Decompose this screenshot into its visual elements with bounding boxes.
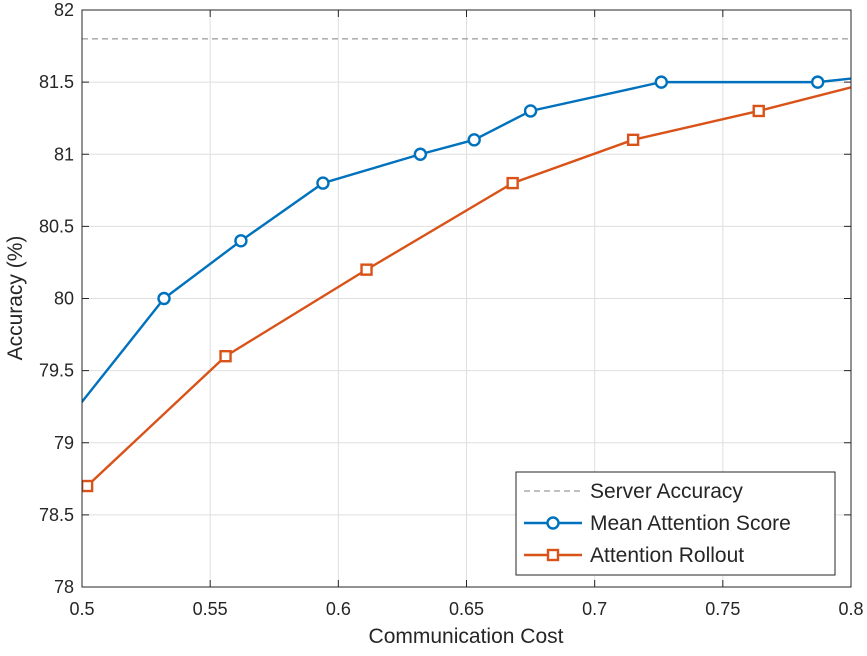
data-point-1-4 xyxy=(413,147,428,161)
x-tick-label: 0.55 xyxy=(193,599,228,619)
x-axis-label: Communication Cost xyxy=(369,625,564,648)
data-point-2-1 xyxy=(219,350,232,363)
data-point-1-1 xyxy=(157,291,171,306)
y-tick-label: 81.5 xyxy=(39,72,74,92)
data-point-1-7 xyxy=(654,75,669,89)
data-point-1-3 xyxy=(316,176,330,190)
legend-label-1: Mean Attention Score xyxy=(590,512,791,535)
data-point-2-2 xyxy=(360,263,373,276)
data-point-1-2 xyxy=(234,234,248,248)
y-tick-label: 78 xyxy=(54,577,74,597)
series-line-1 xyxy=(82,77,851,404)
data-point-1-6 xyxy=(523,104,538,118)
axis-ticks: 0.5 0.55 0.6 0.65 0.7 0.75 0.8 78 78.5 79 79.5 80 80… xyxy=(39,0,864,619)
legend-label-2: Attention Rollout xyxy=(590,544,744,567)
series-layer xyxy=(82,38,851,493)
y-tick-label: 78.5 xyxy=(39,505,74,525)
data-point-1-5 xyxy=(467,133,481,147)
y-tick-label: 79.5 xyxy=(39,361,74,381)
data-point-2-0 xyxy=(82,479,94,493)
x-tick-label: 0.8 xyxy=(838,599,863,619)
y-tick-label: 79 xyxy=(54,433,74,453)
legend-marker-2 xyxy=(546,548,560,562)
data-point-2-3 xyxy=(506,176,519,190)
x-tick-label: 0.6 xyxy=(326,599,351,619)
y-tick-label: 80.5 xyxy=(39,216,74,236)
y-axis-label: Accuracy (%) xyxy=(4,236,27,361)
legend: Server Accuracy Mean Attention Score Atten… xyxy=(515,471,836,576)
x-tick-label: 0.5 xyxy=(69,599,94,619)
data-point-1-8 xyxy=(810,75,825,89)
x-tick-label: 0.65 xyxy=(449,599,484,619)
legend-marker-1 xyxy=(546,516,560,530)
y-tick-label: 82 xyxy=(54,0,74,20)
legend-label-0: Server Accuracy xyxy=(590,480,743,503)
x-tick-label: 0.75 xyxy=(705,599,740,619)
data-point-2-5 xyxy=(752,104,765,118)
y-tick-label: 80 xyxy=(54,289,74,309)
y-tick-label: 81 xyxy=(54,144,74,164)
data-point-2-4 xyxy=(626,133,640,147)
x-tick-label: 0.7 xyxy=(582,599,607,619)
